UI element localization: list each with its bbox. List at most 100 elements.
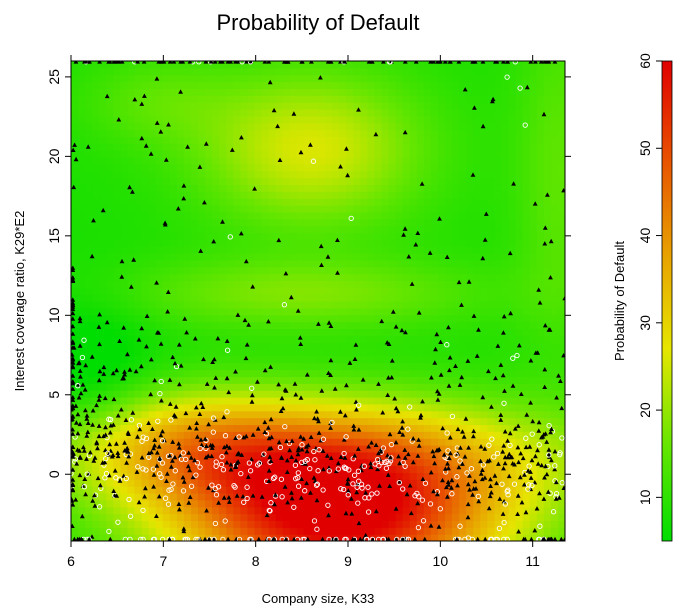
heatmap-cell — [515, 184, 524, 192]
heatmap-cell — [78, 424, 86, 432]
heatmap-cell — [233, 513, 241, 522]
heatmap-cell — [289, 115, 298, 124]
heatmap-cell — [487, 67, 496, 76]
heatmap-cell — [459, 403, 467, 412]
heatmap-cell — [409, 211, 418, 220]
heatmap-cell — [487, 362, 496, 371]
heatmap-cell — [346, 376, 354, 384]
heatmap-cell — [247, 355, 256, 364]
heatmap-cell — [430, 266, 439, 275]
heatmap-cell — [296, 109, 305, 117]
heatmap-cell — [423, 383, 432, 391]
heatmap-cell — [353, 335, 361, 343]
heatmap-cell — [536, 280, 545, 288]
heatmap-cell — [289, 266, 298, 275]
heatmap-cell — [430, 232, 439, 240]
heatmap-cell — [437, 184, 446, 192]
heatmap-cell — [212, 177, 220, 186]
heatmap-cell — [303, 342, 312, 350]
heatmap-cell — [501, 191, 510, 199]
heatmap-cell — [282, 115, 291, 124]
heatmap-cell — [183, 136, 192, 144]
heatmap-cell — [360, 424, 368, 432]
heatmap-cell — [409, 170, 418, 179]
heatmap-cell — [529, 273, 538, 282]
heatmap-cell — [148, 170, 157, 179]
heatmap-cell — [219, 102, 227, 110]
heatmap-cell — [106, 74, 114, 83]
heatmap-cell — [494, 465, 503, 474]
heatmap-cell — [325, 225, 333, 234]
heatmap-cell — [310, 335, 319, 343]
heatmap-cell — [310, 431, 319, 439]
heatmap-cell — [353, 376, 361, 384]
heatmap-cell — [522, 438, 531, 446]
heatmap-cell — [162, 294, 171, 302]
heatmap-cell — [536, 163, 545, 172]
heatmap-cell — [480, 177, 488, 186]
heatmap-cell — [529, 246, 538, 254]
heatmap-cell — [254, 520, 263, 528]
heatmap-cell — [120, 266, 129, 275]
heatmap-cell — [487, 499, 496, 508]
heatmap-cell — [148, 458, 157, 467]
heatmap-cell — [522, 369, 531, 378]
heatmap-cell — [550, 410, 559, 419]
heatmap-cell — [120, 191, 129, 199]
heatmap-cell — [395, 527, 404, 535]
heatmap-cell — [374, 493, 383, 501]
heatmap-cell — [296, 232, 305, 240]
triangle-point — [363, 490, 369, 495]
heatmap-cell — [437, 451, 446, 460]
heatmap-cell — [388, 328, 397, 336]
heatmap-cell — [423, 451, 432, 460]
heatmap-cell — [416, 143, 425, 151]
heatmap-cell — [423, 335, 432, 343]
heatmap-cell — [557, 513, 565, 522]
heatmap-cell — [162, 95, 171, 103]
triangle-point — [387, 483, 393, 488]
heatmap-cell — [296, 438, 305, 446]
heatmap-cell — [430, 321, 439, 330]
heatmap-cell — [318, 355, 326, 364]
heatmap-cell — [289, 191, 298, 199]
heatmap-cell — [205, 493, 213, 501]
heatmap-cell — [402, 109, 411, 117]
heatmap-cell — [219, 472, 227, 480]
heatmap-cell — [445, 527, 453, 535]
triangle-point — [249, 456, 254, 462]
heatmap-cell — [71, 266, 79, 275]
heatmap-cell — [127, 342, 136, 350]
heatmap-cell — [240, 95, 249, 103]
heatmap-cell — [233, 218, 241, 227]
heatmap-cell — [134, 115, 143, 124]
heatmap-cell — [367, 287, 376, 295]
heatmap-cell — [550, 390, 559, 398]
heatmap-cell — [318, 273, 326, 282]
heatmap-cell — [416, 534, 425, 541]
heatmap-cell — [353, 349, 361, 357]
heatmap-cell — [508, 232, 517, 240]
heatmap-cell — [416, 369, 425, 378]
heatmap-cell — [268, 225, 277, 234]
heatmap-cell — [254, 143, 263, 151]
heatmap-cell — [247, 499, 256, 508]
heatmap-cell — [282, 431, 291, 439]
heatmap-cell — [501, 273, 510, 282]
heatmap-cell — [395, 445, 404, 453]
heatmap-cell — [522, 266, 531, 275]
triangle-point — [301, 436, 307, 441]
heatmap-cell — [430, 465, 439, 474]
heatmap-cell — [176, 458, 185, 467]
heatmap-cell — [522, 253, 531, 261]
heatmap-cell — [395, 328, 404, 336]
heatmap-cell — [367, 424, 376, 432]
heatmap-cell — [437, 520, 446, 528]
heatmap-cell — [494, 163, 503, 172]
heatmap-cell — [346, 136, 354, 144]
heatmap-cell — [508, 81, 517, 90]
heatmap-cell — [381, 465, 390, 474]
heatmap-cell — [289, 211, 298, 220]
heatmap-cell — [452, 122, 460, 131]
heatmap-cell — [388, 417, 397, 426]
